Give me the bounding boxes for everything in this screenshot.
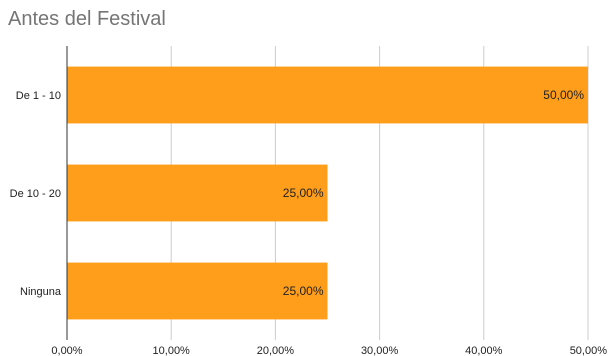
bar: [67, 164, 328, 222]
bar: [67, 66, 588, 124]
x-tick-label: 50,00%: [570, 345, 608, 356]
category-label: De 10 - 20: [10, 188, 61, 200]
category-label: Ninguna: [20, 286, 62, 298]
data-label: 25,00%: [283, 284, 324, 298]
data-labels: 50,00% 25,00% 25,00%: [283, 88, 585, 298]
x-tick-labels: 0,00% 10,00% 20,00% 30,00% 40,00% 50,00%: [51, 345, 607, 356]
category-labels: De 1 - 10 De 10 - 20 Ninguna: [10, 90, 62, 298]
data-label: 25,00%: [283, 186, 324, 200]
bars: [67, 66, 588, 320]
x-tick-label: 10,00%: [153, 345, 191, 356]
x-tick-label: 0,00%: [51, 345, 82, 356]
x-tick-label: 30,00%: [361, 345, 399, 356]
bar: [67, 262, 328, 320]
category-label: De 1 - 10: [16, 90, 61, 102]
data-label: 50,00%: [543, 88, 584, 102]
x-tick-label: 20,00%: [257, 345, 295, 356]
x-tick-label: 40,00%: [465, 345, 503, 356]
chart-title: Antes del Festival: [8, 8, 166, 30]
